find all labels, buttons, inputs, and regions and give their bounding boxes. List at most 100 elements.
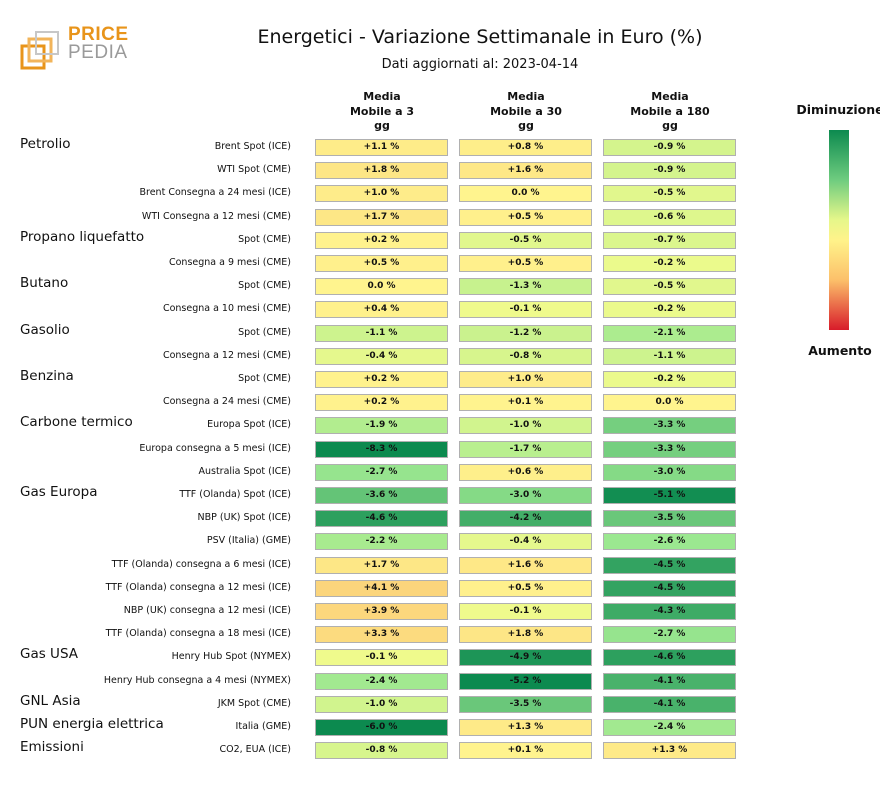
heatmap-cell: -6.0 %: [315, 719, 448, 736]
heatmap-cell: -2.1 %: [603, 324, 736, 342]
row-label: Henry Hub consegna a 4 mesi (NYMEX): [103, 674, 291, 686]
heatmap-cell: -4.9 %: [459, 649, 592, 667]
heatmap-cell: -4.6 %: [315, 510, 448, 528]
heatmap-cell: +0.1 %: [459, 742, 592, 760]
pricepedia-logo-icon: [20, 31, 59, 70]
logo-word-price: PRICE: [68, 24, 129, 45]
legend-bottom-label: Aumento: [808, 343, 872, 358]
heatmap-cell: +3.3 %: [315, 626, 448, 644]
row-label: Brent Spot (ICE): [214, 141, 291, 152]
heatmap-cell: +1.0 %: [315, 185, 448, 203]
heatmap-cell: +1.7 %: [315, 556, 448, 574]
column-header-3gg: Media Mobile a 3 gg: [349, 90, 415, 132]
heatmap-cell: +1.3 %: [603, 742, 736, 760]
row-label: Australia Spot (ICE): [198, 465, 291, 477]
row-label: TTF (Olanda) consegna a 6 mesi (ICE): [111, 558, 291, 570]
heatmap-cell: -1.9 %: [315, 417, 448, 435]
group-label: Gasolio: [20, 321, 70, 338]
row-label: TTF (Olanda) Spot (ICE): [179, 489, 291, 500]
heatmap-cell: +1.7 %: [315, 208, 448, 226]
heatmap-cell: +0.1 %: [459, 394, 592, 412]
row-label: WTI Consegna a 12 mesi (CME): [141, 210, 291, 222]
heatmap-cell: -2.2 %: [315, 533, 448, 551]
chart-subtitle: Dati aggiornati al: 2023-04-14: [381, 57, 579, 72]
column-header-30gg: Media Mobile a 30 gg: [490, 90, 562, 132]
heatmap-cell: -0.2 %: [603, 371, 736, 388]
heatmap-cell: +1.8 %: [459, 626, 592, 644]
heatmap-cell: +0.5 %: [459, 208, 592, 226]
heatmap-cell: -0.7 %: [603, 231, 736, 249]
row-label: Spot (CME): [238, 326, 291, 338]
heatmap-cell: -2.7 %: [315, 463, 448, 481]
heatmap-cell: -2.7 %: [603, 626, 736, 644]
group-label: PUN energia elettrica: [20, 716, 164, 732]
group-label: Carbone termico: [20, 414, 133, 431]
row-label: WTI Spot (CME): [217, 164, 291, 176]
heatmap-cell: -0.1 %: [459, 603, 592, 620]
heatmap-cell: +1.8 %: [315, 162, 448, 180]
heatmap-cell: -0.9 %: [603, 162, 736, 180]
row-label: Europa consegna a 5 mesi (ICE): [139, 442, 291, 454]
row-label: Henry Hub Spot (NYMEX): [171, 651, 291, 663]
heatmap-cell: -0.8 %: [459, 347, 592, 365]
heatmap-cell: -5.2 %: [459, 672, 592, 690]
heatmap-cell: -4.3 %: [603, 603, 736, 620]
legend-color-bar: [829, 130, 849, 330]
heatmap-cell: +1.3 %: [459, 719, 592, 736]
heatmap-cell: 0.0 %: [315, 278, 448, 296]
heatmap-cell: -1.7 %: [459, 440, 592, 458]
heatmap-cell: -3.5 %: [459, 695, 592, 713]
heatmap-cell: -3.0 %: [459, 487, 592, 504]
heatmap-cell: -4.1 %: [603, 695, 736, 713]
heatmap-cell: -0.4 %: [459, 533, 592, 551]
heatmap-cell: -3.0 %: [603, 463, 736, 481]
heatmap-cell: +0.4 %: [315, 301, 448, 319]
heatmap-cell: +3.9 %: [315, 603, 448, 620]
row-label: Consegna a 24 mesi (CME): [162, 396, 291, 408]
logo-word-pedia: PEDIA: [68, 42, 128, 63]
heatmap-cell: -0.5 %: [459, 231, 592, 249]
heatmap-cell: +1.6 %: [459, 556, 592, 574]
group-label: Propano liquefatto: [20, 228, 145, 245]
heatmap-cell: 0.0 %: [459, 185, 592, 203]
group-label: Gas Europa: [20, 484, 98, 500]
heatmap-cell: -0.1 %: [315, 649, 448, 667]
row-label: Consegna a 12 mesi (CME): [162, 349, 291, 361]
heatmap-cell: -3.3 %: [603, 417, 736, 435]
legend-top-label: Diminuzione: [796, 102, 880, 117]
row-label: CO2, EUA (ICE): [219, 744, 291, 756]
heatmap-cell: +0.5 %: [459, 255, 592, 272]
row-label: JKM Spot (CME): [217, 697, 291, 709]
heatmap-cell: +0.8 %: [459, 139, 592, 156]
row-label: Spot (CME): [238, 373, 291, 384]
heatmap-cell: -0.6 %: [603, 208, 736, 226]
heatmap-cell: +0.6 %: [459, 463, 592, 481]
heatmap-cell: -1.0 %: [459, 417, 592, 435]
heatmap-cell: 0.0 %: [603, 394, 736, 412]
row-label: Consegna a 10 mesi (CME): [162, 303, 291, 315]
heatmap-cell: -8.3 %: [315, 440, 448, 458]
heatmap-cell: -1.2 %: [459, 324, 592, 342]
group-label: Benzina: [20, 368, 74, 384]
heatmap-cell: +0.2 %: [315, 394, 448, 412]
heatmap-cell: +0.2 %: [315, 231, 448, 249]
group-label: Butano: [20, 275, 69, 292]
heatmap-cell: +4.1 %: [315, 579, 448, 597]
heatmap-cell: +1.1 %: [315, 139, 448, 156]
row-label: NBP (UK) consegna a 12 mesi (ICE): [123, 605, 291, 616]
group-label: GNL Asia: [20, 692, 81, 709]
heatmap-cell: -5.1 %: [603, 487, 736, 504]
heatmap-cell: -1.0 %: [315, 695, 448, 713]
heatmap-cell: -3.5 %: [603, 510, 736, 528]
heatmap-cell: -4.6 %: [603, 649, 736, 667]
heatmap-cell: -1.1 %: [603, 347, 736, 365]
heatmap-cell: -2.6 %: [603, 533, 736, 551]
heatmap-cell: -4.5 %: [603, 579, 736, 597]
chart-title: Energetici - Variazione Settimanale in E…: [257, 26, 703, 48]
heatmap-cell: +0.5 %: [315, 255, 448, 272]
heatmap-cell: -0.2 %: [603, 301, 736, 319]
group-label: Gas USA: [20, 646, 78, 663]
heatmap-cell: -0.1 %: [459, 301, 592, 319]
row-label: Europa Spot (ICE): [207, 419, 291, 431]
heatmap-cell: -1.1 %: [315, 324, 448, 342]
